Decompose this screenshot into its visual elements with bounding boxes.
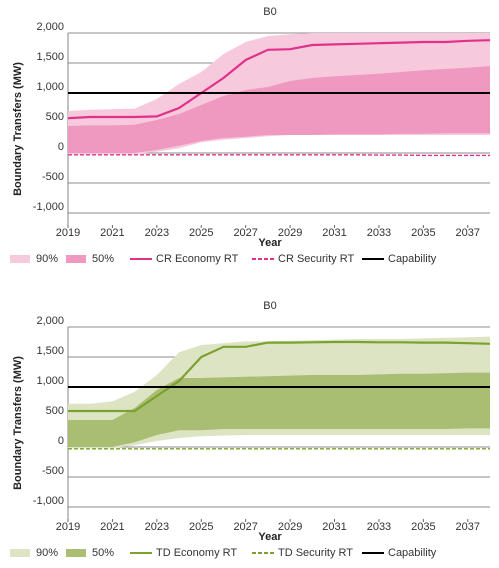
y-tick-label: 0 — [58, 435, 64, 447]
legend-label: 90% — [36, 547, 58, 559]
legend-swatch — [66, 549, 86, 557]
y-tick-label: -1,000 — [33, 495, 64, 507]
y-tick-label: 1,500 — [36, 345, 64, 357]
x-axis-label: Year — [258, 237, 282, 249]
legend-swatch — [66, 255, 86, 263]
legend-swatch — [10, 549, 30, 557]
legend-label: 50% — [92, 253, 114, 265]
x-tick-label: 2037 — [456, 227, 480, 239]
y-tick-label: -1,000 — [33, 201, 64, 213]
x-tick-label: 2033 — [367, 227, 391, 239]
y-axis-label: Boundary Transfers (MW) — [12, 356, 24, 490]
x-axis-label: Year — [258, 531, 282, 543]
y-axis-label: Boundary Transfers (MW) — [12, 62, 24, 196]
y-tick-label: 500 — [46, 111, 64, 123]
x-tick-label: 2025 — [189, 521, 213, 533]
legend-label: TD Security RT — [278, 547, 353, 559]
legend-label: CR Security RT — [278, 253, 354, 265]
x-tick-label: 2035 — [411, 521, 435, 533]
x-tick-label: 2031 — [322, 227, 346, 239]
y-tick-label: 1,000 — [36, 81, 64, 93]
y-tick-label: 0 — [58, 141, 64, 153]
x-tick-label: 2031 — [322, 521, 346, 533]
y-tick-label: 2,000 — [36, 21, 64, 33]
x-tick-label: 2019 — [56, 521, 80, 533]
line — [68, 340, 491, 413]
legend-label: TD Economy RT — [156, 547, 237, 559]
x-tick-label: 2029 — [278, 521, 302, 533]
band — [68, 372, 490, 447]
y-tick-label: 1,000 — [36, 375, 64, 387]
x-tick-label: 2021 — [100, 227, 124, 239]
y-tick-label: 500 — [46, 405, 64, 417]
line — [67, 39, 491, 120]
x-tick-label: 2035 — [411, 227, 435, 239]
x-tick-label: 2027 — [233, 227, 257, 239]
chart: B0 Boundary Transfers (MW) Year 2,000 1,500 1… — [10, 300, 491, 559]
x-tick-label: 2029 — [278, 227, 302, 239]
x-tick-label: 2027 — [233, 521, 257, 533]
legend-label: Capability — [388, 547, 437, 559]
legend-label: CR Economy RT — [156, 253, 239, 265]
x-tick-label: 2023 — [145, 227, 169, 239]
chart: B0 Boundary Transfers (MW) Year 2,000 1,500 1… — [10, 6, 491, 265]
y-tick-label: 1,500 — [36, 51, 64, 63]
chart-title: B0 — [263, 6, 276, 18]
chart-title: B0 — [263, 300, 276, 312]
y-tick-label: -500 — [42, 171, 64, 183]
x-tick-label: 2037 — [456, 521, 480, 533]
x-tick-label: 2021 — [100, 521, 124, 533]
x-tick-label: 2019 — [56, 227, 80, 239]
legend-swatch — [10, 255, 30, 263]
y-tick-label: 2,000 — [36, 315, 64, 327]
line — [68, 154, 490, 157]
band — [68, 66, 490, 153]
legend-label: 90% — [36, 253, 58, 265]
x-tick-label: 2025 — [189, 227, 213, 239]
legend-label: Capability — [388, 253, 437, 265]
y-tick-label: -500 — [42, 465, 64, 477]
x-tick-label: 2033 — [367, 521, 391, 533]
legend-label: 50% — [92, 547, 114, 559]
x-tick-label: 2023 — [145, 521, 169, 533]
